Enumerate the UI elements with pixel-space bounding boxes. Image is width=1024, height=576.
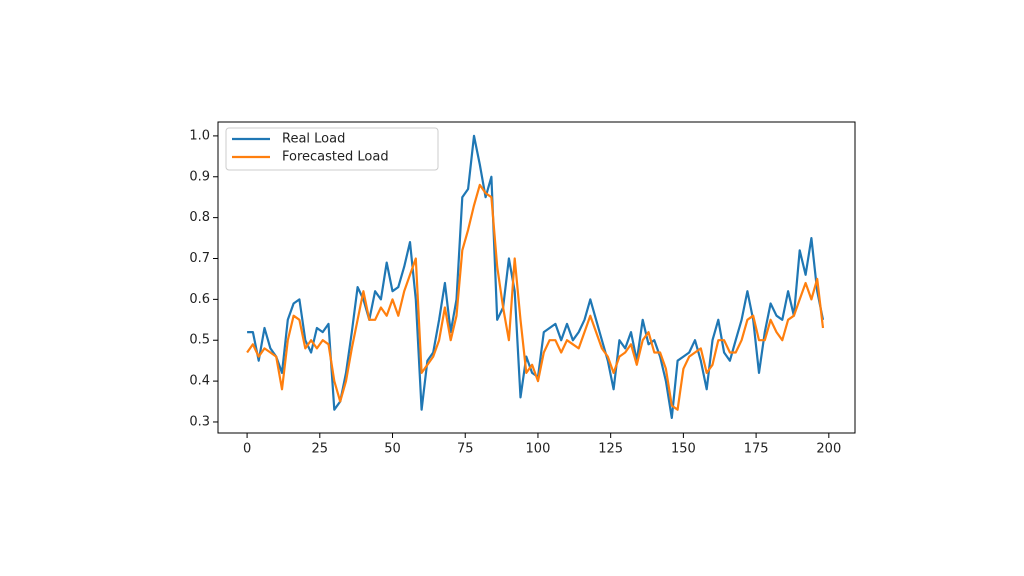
y-tick-label: 0.3: [189, 414, 210, 429]
y-tick-label: 0.5: [189, 333, 210, 348]
legend-label: Real Load: [282, 132, 345, 147]
x-tick-label: 50: [384, 442, 401, 457]
y-tick-label: 0.8: [189, 210, 210, 225]
x-tick-label: 200: [816, 442, 841, 457]
legend-label: Forecasted Load: [282, 150, 389, 165]
y-tick-label: 0.9: [189, 169, 210, 184]
series-line: [246, 183, 825, 411]
x-tick-label: 150: [671, 442, 696, 457]
x-tick-label: 125: [598, 442, 623, 457]
x-tick-label: 25: [312, 442, 329, 457]
y-tick-label: 0.7: [189, 251, 210, 266]
x-tick-label: 175: [744, 442, 769, 457]
y-tick-label: 0.4: [189, 374, 210, 389]
y-tick-label: 0.6: [189, 292, 210, 307]
x-tick-label: 0: [243, 442, 251, 457]
x-tick-label: 100: [526, 442, 551, 457]
x-tick-label: 75: [457, 442, 474, 457]
plot-frame: [217, 121, 856, 434]
y-tick-label: 1.0: [189, 128, 210, 143]
legend-box: [225, 127, 439, 171]
